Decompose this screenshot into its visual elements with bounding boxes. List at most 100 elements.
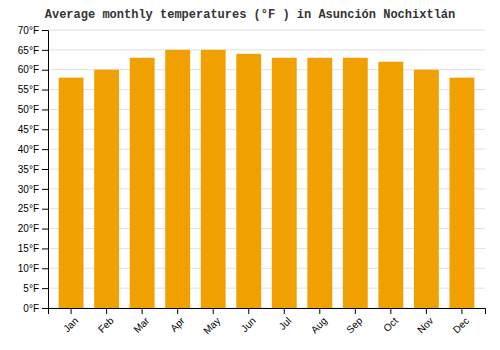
- tick-label: Jul: [277, 315, 294, 332]
- tick-mark: [42, 268, 48, 269]
- tick: 5°F: [23, 283, 48, 294]
- tick-label: 0°F: [23, 303, 39, 314]
- tick-label: Apr: [168, 315, 187, 334]
- tick: 50°F: [18, 104, 48, 115]
- tick-mark: [248, 308, 249, 314]
- tick: 45°F: [18, 124, 48, 135]
- tick-mark: [42, 209, 48, 210]
- tick-mark: [42, 149, 48, 150]
- tick-mark: [319, 308, 320, 314]
- tick-label: 35°F: [18, 164, 39, 175]
- tick: Feb: [96, 308, 116, 335]
- tick-label: Jan: [61, 315, 80, 334]
- tick: 35°F: [18, 164, 48, 175]
- tick-mark: [355, 308, 356, 314]
- y-axis: 0°F 5°F 10°F 15°F 20°F 25°F 30°F 35°F 40°F 45°F 50…: [18, 25, 49, 314]
- tick-mark: [142, 308, 143, 314]
- tick: Sep: [344, 308, 365, 335]
- tick-label: Mar: [131, 315, 151, 335]
- tick-label: 5°F: [23, 283, 39, 294]
- tick-mark: [42, 129, 48, 130]
- tick-mark: [42, 308, 48, 309]
- tick-label: Jun: [239, 315, 258, 334]
- tick: 25°F: [18, 203, 48, 214]
- tick: Jul: [277, 308, 294, 332]
- tick-mark: [42, 70, 48, 71]
- tick-mark: [461, 308, 462, 314]
- tick: Dec: [451, 308, 471, 335]
- tick: 10°F: [18, 263, 48, 274]
- tick-label: Feb: [96, 315, 116, 335]
- tick: Nov: [415, 308, 435, 335]
- tick-label: 30°F: [18, 184, 39, 195]
- bar: [165, 50, 190, 308]
- bar: [236, 54, 261, 308]
- tick-label: Dec: [451, 315, 471, 335]
- bar: [343, 58, 368, 308]
- tick: 55°F: [18, 84, 48, 95]
- tick-mark: [42, 248, 48, 249]
- tick-label: 70°F: [18, 25, 39, 36]
- tick-mark: [42, 189, 48, 190]
- bar: [378, 62, 403, 308]
- tick-mark: [42, 30, 48, 31]
- tick: 30°F: [18, 184, 48, 195]
- tick-label: 60°F: [18, 64, 39, 75]
- tick-mark: [42, 50, 48, 51]
- bar: [94, 70, 119, 308]
- tick: May: [201, 308, 222, 336]
- tick: 20°F: [18, 223, 48, 234]
- tick: Jan: [61, 308, 80, 334]
- bar: [307, 58, 332, 308]
- tick-mark: [42, 169, 48, 170]
- tick-mark: [213, 308, 214, 314]
- tick: Mar: [131, 308, 151, 335]
- bar: [414, 70, 439, 308]
- tick-label: 40°F: [18, 144, 39, 155]
- bar: [272, 58, 297, 308]
- tick-label: 50°F: [18, 104, 39, 115]
- grid: [48, 30, 485, 308]
- bars: [59, 50, 475, 308]
- tick-label: Sep: [344, 315, 365, 336]
- bar: [130, 58, 155, 308]
- axis-domain: [49, 309, 486, 315]
- tick-mark: [177, 308, 178, 314]
- tick: Apr: [168, 308, 187, 334]
- tick-label: 45°F: [18, 124, 39, 135]
- tick-label: Nov: [415, 315, 435, 335]
- tick-mark: [390, 308, 391, 314]
- title: Average monthly temperatures (°F ) in As…: [45, 8, 455, 22]
- tick: 40°F: [18, 144, 48, 155]
- tick-mark: [42, 288, 48, 289]
- grid-line: [48, 30, 485, 31]
- tick-label: 65°F: [18, 45, 39, 56]
- chart: Average monthly temperatures (°F ) in As…: [0, 0, 500, 350]
- tick-label: 10°F: [18, 263, 39, 274]
- tick: Jun: [239, 308, 258, 334]
- tick-mark: [106, 308, 107, 314]
- tick: 0°F: [23, 303, 48, 314]
- tick-label: 25°F: [18, 203, 39, 214]
- tick-label: Aug: [309, 315, 329, 335]
- tick: Oct: [381, 308, 400, 334]
- tick-mark: [284, 308, 285, 314]
- tick-mark: [71, 308, 72, 314]
- axis-domain: [42, 31, 49, 309]
- tick: 15°F: [18, 243, 48, 254]
- tick-label: 20°F: [18, 223, 39, 234]
- tick: 70°F: [18, 25, 48, 36]
- tick-mark: [42, 109, 48, 110]
- bar: [201, 50, 226, 308]
- tick-label: May: [201, 315, 222, 336]
- plot: 0°F 5°F 10°F 15°F 20°F 25°F 30°F 35°F 40°F 45°F 50…: [18, 25, 486, 337]
- x-axis: Jan Feb Mar Apr May Jun Jul Aug Sep Oct Nov Dec: [49, 308, 486, 336]
- tick-mark: [42, 90, 48, 91]
- grid-line: [48, 49, 485, 50]
- tick: 60°F: [18, 64, 48, 75]
- tick-label: 15°F: [18, 243, 39, 254]
- tick-mark: [42, 229, 48, 230]
- bar: [59, 78, 84, 308]
- tick-label: Oct: [381, 315, 400, 334]
- tick: 65°F: [18, 45, 48, 56]
